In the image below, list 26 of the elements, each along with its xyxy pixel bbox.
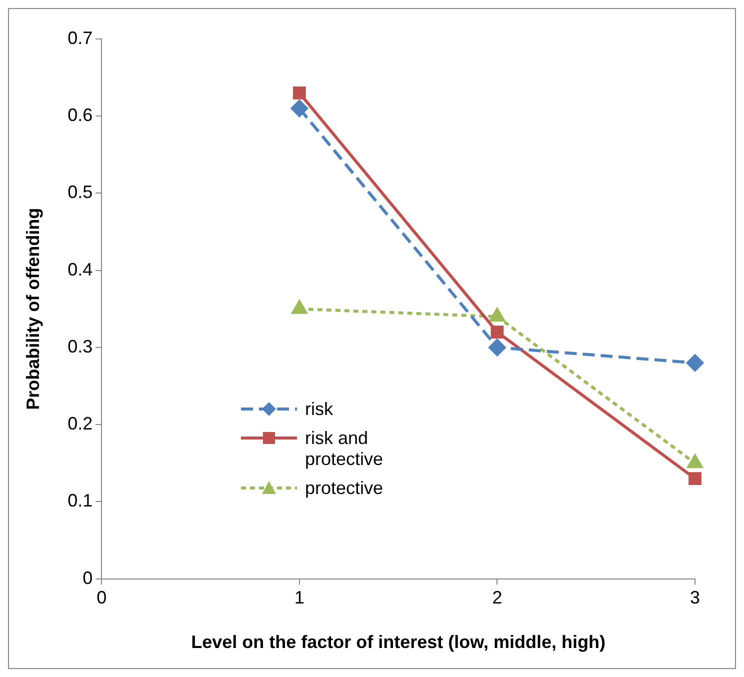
point	[688, 472, 702, 485]
y-tick-label: 0.6	[68, 105, 93, 126]
point	[687, 454, 703, 468]
x-tick-label: 2	[492, 588, 502, 608]
y-tick-label: 0.5	[68, 182, 93, 202]
point	[292, 86, 306, 100]
point	[490, 326, 504, 338]
legend-label: risk and protective	[305, 428, 384, 470]
y-tick-label: 0.3	[68, 336, 93, 356]
y-tick-label: 0.1	[68, 490, 93, 511]
y-axis-title: Probability of offending	[22, 208, 43, 410]
legend-label: risk	[305, 399, 334, 420]
x-axis-title: Level on the factor of interest (low, middle, high)	[191, 632, 606, 652]
y-tick-label: 0.7	[68, 28, 93, 48]
legend-label: protective	[305, 478, 384, 499]
y-tick-label: 0.2	[68, 414, 93, 434]
point	[488, 338, 506, 356]
x-tick-label: 1	[294, 588, 304, 608]
point	[686, 354, 704, 372]
point	[490, 308, 505, 322]
x-tick-label: 3	[690, 588, 700, 608]
x-tick-label: 0	[96, 588, 107, 608]
point	[290, 100, 308, 117]
y-tick-label: 0.4	[68, 259, 93, 280]
y-tick-label: 0	[82, 568, 93, 588]
point	[292, 300, 307, 314]
